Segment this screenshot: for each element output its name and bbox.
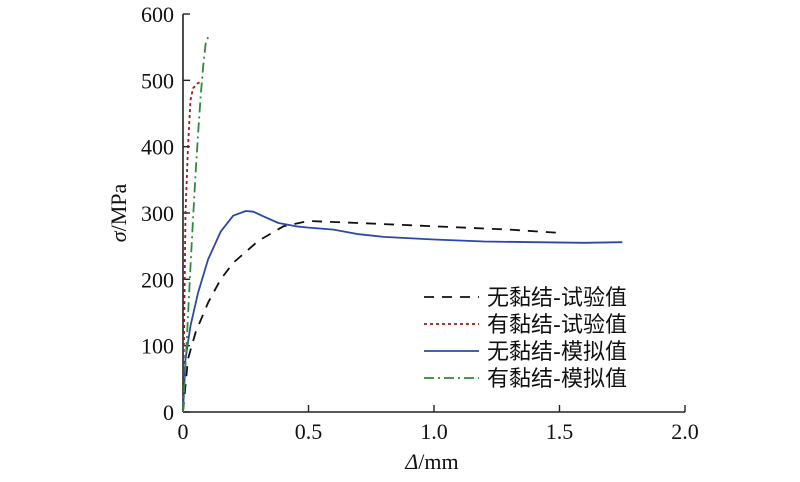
x-axis-symbol: Δ — [404, 449, 418, 474]
x-axis-label: Δ/mm — [404, 449, 458, 474]
ticks: 0 0.5 1.0 1.5 2.0 0 100 200 300 400 500 600 — [141, 2, 699, 444]
x-tick-label: 2.0 — [671, 419, 699, 444]
legend-label-4: 有黏结-模拟值 — [487, 367, 627, 392]
y-tick-label: 200 — [141, 267, 174, 292]
series-line-3 — [182, 210, 623, 413]
legend-label-3: 无黏结-模拟值 — [487, 340, 627, 365]
y-axis-unit: /MPa — [106, 184, 131, 232]
y-tick-label: 100 — [141, 334, 174, 359]
x-tick-label: 0.5 — [295, 419, 323, 444]
x-tick-label: 1.0 — [420, 419, 448, 444]
series-layer — [182, 36, 623, 413]
y-tick-label: 500 — [141, 68, 174, 93]
y-tick-label: 300 — [141, 201, 174, 226]
series-line-1 — [182, 220, 560, 413]
x-axis-unit: /mm — [418, 449, 458, 474]
x-tick-label: 0 — [178, 419, 189, 444]
y-tick-label: 400 — [141, 135, 174, 160]
y-tick-label: 0 — [163, 400, 174, 425]
y-tick-label: 600 — [141, 2, 174, 27]
y-axis-label: σ/MPa — [106, 184, 131, 243]
x-tick-label: 1.5 — [546, 419, 574, 444]
legend-label-2: 有黏结-试验值 — [487, 313, 627, 338]
series-line-2 — [182, 81, 201, 413]
legend-label-1: 无黏结-试验值 — [487, 286, 627, 311]
y-axis-symbol: σ — [106, 230, 131, 242]
